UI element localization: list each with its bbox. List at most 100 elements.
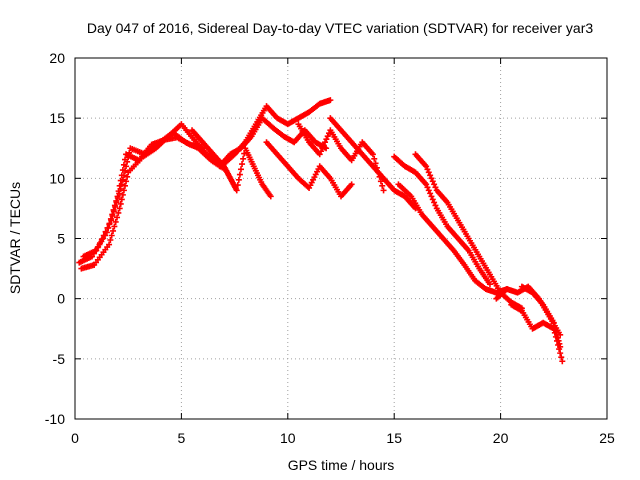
- series-track-7: [263, 139, 355, 200]
- data-point: [486, 281, 493, 288]
- data-point-interp: [124, 158, 131, 165]
- data-point-interp: [324, 133, 331, 140]
- y-tick-label: 0: [57, 291, 65, 307]
- data-point: [233, 187, 240, 194]
- series-track-11: [395, 181, 510, 296]
- data-point-interp: [318, 148, 325, 155]
- data-point-interp: [125, 154, 132, 161]
- data-point-interp: [424, 166, 431, 173]
- data-point-interp: [237, 166, 244, 173]
- data-point: [423, 163, 430, 170]
- data-point: [380, 187, 387, 194]
- data-point-interp: [112, 203, 119, 210]
- data-point: [348, 181, 355, 188]
- data-point-interp: [372, 160, 379, 167]
- data-point-interp: [427, 190, 434, 197]
- data-point-interp: [323, 136, 330, 143]
- y-axis-label: SDTVAR / TECUs: [7, 182, 23, 294]
- grid-lines: [75, 58, 607, 419]
- series-track-9: [327, 115, 419, 212]
- data-point: [423, 181, 430, 188]
- x-tick-label: 5: [178, 430, 186, 446]
- x-tick-label: 10: [280, 430, 296, 446]
- data-point-interp: [429, 196, 436, 203]
- data-point-interp: [239, 161, 246, 168]
- data-point-interp: [107, 237, 114, 244]
- series-track-10: [391, 153, 493, 288]
- data-point-interp: [95, 243, 102, 250]
- data-point-interp: [110, 208, 117, 215]
- y-tick-label: -10: [45, 411, 65, 427]
- x-tick-label: 25: [599, 430, 615, 446]
- data-point-interp: [425, 169, 432, 176]
- data-point: [316, 151, 323, 158]
- y-tick-label: 10: [49, 170, 65, 186]
- data-point-interp: [122, 167, 129, 174]
- data-point-interp: [377, 178, 384, 185]
- y-tick-label: 15: [49, 110, 65, 126]
- data-point-interp: [111, 223, 118, 230]
- chart-title: Day 047 of 2016, Sidereal Day-to-day VTE…: [87, 20, 593, 36]
- data-point-interp: [118, 196, 125, 203]
- data-point-interp: [104, 224, 111, 231]
- y-tick-label: 20: [49, 50, 65, 66]
- data-point: [327, 97, 334, 104]
- data-point-interp: [425, 187, 432, 194]
- data-point-interp: [431, 199, 438, 206]
- data-point: [557, 343, 564, 350]
- data-point-interp: [557, 350, 564, 357]
- data-point-interp: [558, 354, 565, 361]
- data-point-interp: [116, 190, 123, 197]
- data-point-interp: [379, 182, 386, 189]
- data-point-interp: [234, 182, 241, 189]
- data-point-interp: [322, 139, 329, 146]
- data-point-interp: [112, 218, 119, 225]
- data-point-interp: [427, 172, 434, 179]
- data-point: [116, 205, 123, 212]
- series-track-5: [216, 115, 330, 170]
- data-point-interp: [98, 236, 105, 243]
- data-point-interp: [110, 227, 117, 234]
- data-point-interp: [117, 200, 124, 207]
- data-point-interp: [102, 228, 109, 235]
- data-point-interp: [424, 184, 431, 191]
- data-point-interp: [240, 155, 247, 162]
- data-points: [76, 97, 566, 365]
- axis-ticks: [74, 57, 608, 420]
- data-point-interp: [432, 202, 439, 209]
- x-axis-label: GPS time / hours: [288, 457, 395, 473]
- data-point: [267, 193, 274, 200]
- data-point-interp: [236, 171, 243, 178]
- data-point: [108, 217, 115, 224]
- data-point-interp: [123, 178, 130, 185]
- y-tick-label: -5: [53, 351, 66, 367]
- data-point-interp: [119, 176, 126, 183]
- data-point-interp: [120, 172, 127, 179]
- data-point: [93, 247, 100, 254]
- x-tick-label: 20: [493, 430, 509, 446]
- series-track-3: [80, 129, 227, 260]
- data-point-interp: [371, 155, 378, 162]
- data-point-interp: [123, 163, 130, 170]
- data-point-interp: [320, 142, 327, 149]
- data-point-interp: [122, 182, 129, 189]
- series-track-6: [189, 127, 274, 200]
- data-point-interp: [115, 209, 122, 216]
- series-track-15: [518, 283, 564, 350]
- y-tick-labels: -10 -5 0 5 10 15 20: [45, 50, 65, 427]
- data-point-interp: [100, 232, 107, 239]
- data-point-interp: [120, 187, 127, 194]
- data-point-interp: [124, 173, 131, 180]
- x-tick-label: 0: [71, 430, 79, 446]
- data-point: [118, 181, 125, 188]
- y-tick-label: 5: [57, 231, 65, 247]
- data-point-interp: [235, 176, 242, 183]
- data-point-interp: [113, 199, 120, 206]
- x-tick-label: 15: [386, 430, 402, 446]
- x-tick-labels: 0 5 10 15 20 25: [71, 430, 615, 446]
- data-point-interp: [431, 181, 438, 188]
- data-point-interp: [319, 145, 326, 152]
- data-point-interp: [109, 212, 116, 219]
- data-point-interp: [97, 240, 104, 247]
